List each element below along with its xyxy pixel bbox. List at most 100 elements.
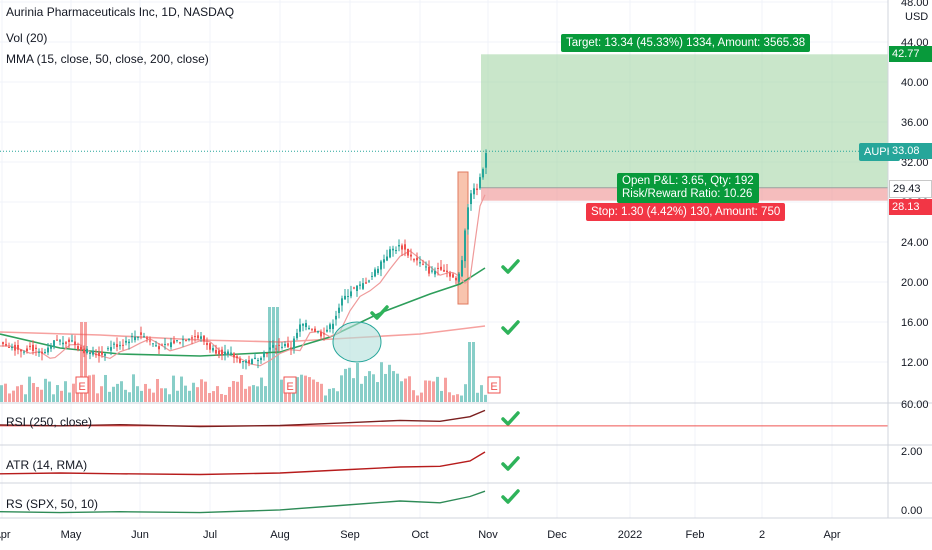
price-tick-label: 12.00 [901,357,929,369]
volume-bar [220,394,223,402]
candle-body [455,277,457,281]
volume-bar [92,374,95,402]
candle-body [137,336,139,338]
candle-body [17,345,19,350]
candle-body [113,343,115,345]
candle-body [275,348,277,350]
candle-body [5,344,7,346]
candle-body [188,338,190,340]
volume-bar [24,394,27,402]
price-candles[interactable] [2,149,487,370]
volume-bar [216,386,219,402]
risk-reward-text: Risk/Reward Ratio: 10.26 [622,188,753,200]
candle-body [482,169,484,178]
volume-bar [260,377,263,402]
rsi-pane-label[interactable]: RSI (250, close) [6,415,93,429]
breakout-highlight [457,171,469,305]
atr-tick-label: 2.00 [901,446,922,458]
volume-bar [88,375,91,402]
volume-bar [4,383,7,402]
check-icon [501,411,520,426]
volume-bar [356,362,359,402]
candle-body [338,307,340,314]
candle-body [278,344,280,346]
candle-body [260,357,262,360]
target-label[interactable]: Target: 13.34 (45.33%) 1334, Amount: 356… [561,34,811,52]
candle-body [14,344,16,351]
candle-body [323,333,325,335]
candle-body [242,361,244,363]
volume-indicator-label[interactable]: Vol (20) [6,31,48,45]
volume-bar [472,342,475,402]
volume-bar [248,386,251,402]
volume-bar [484,394,487,402]
price-tick-label: 48.00 [901,0,929,9]
mma-indicator-label[interactable]: MMA (15, close, 50, close, 200, close) [6,52,209,66]
volume-bar [280,379,283,402]
volume-bar [124,389,127,402]
volume-bar [68,392,71,402]
volume-bar [428,380,431,402]
candle-body [332,323,334,330]
candle-body [26,348,28,352]
candle-body [266,352,268,354]
volume-bar [48,381,51,402]
volume-bar [228,386,231,402]
candle-body [116,344,118,348]
volume-bar [208,393,211,402]
candle-body [470,193,472,205]
open-pl-label[interactable]: Open P&L: 3.65, Qty: 192 Risk/Reward Rat… [617,173,759,203]
target-zone [481,54,888,188]
candle-body [440,266,442,270]
volume-bar [288,390,291,402]
stop-label[interactable]: Stop: 1.30 (4.42%) 130, Amount: 750 [586,203,786,221]
volume-bar [372,374,375,402]
currency-label: USD [905,11,928,23]
candle-body [386,256,388,261]
candle-body [419,262,421,264]
candle-body [479,177,481,189]
candle-body [89,352,91,355]
candle-body [95,354,97,356]
candle-body [320,331,322,337]
volume-bar [72,383,75,402]
candle-body [98,352,100,357]
volume-bar [476,392,479,402]
candle-body [335,315,337,320]
volume-bar [232,381,235,402]
volume-bar [360,383,363,402]
candle-body [437,267,439,269]
candle-body [77,346,79,350]
candle-body [314,328,316,332]
candle-body [287,343,289,348]
candle-body [41,351,43,354]
candle-body [29,345,31,348]
volume-bar [348,367,351,402]
candle-body [290,347,292,349]
volume-bar [28,376,31,402]
chart-title[interactable]: Aurinia Pharmaceuticals Inc, 1D, NASDAQ [6,5,235,19]
candle-body [329,324,331,330]
volume-bar [16,386,19,402]
volume-bar [256,386,259,402]
atr-pane-label[interactable]: ATR (14, RMA) [6,458,88,472]
candle-body [476,188,478,191]
candle-body [359,284,361,286]
price-tick-label: 32.00 [901,157,929,169]
entry-price-tag: 29.43 [889,180,932,198]
time-tick-label: Dec [547,529,567,541]
volume-bar [464,384,467,402]
rs-pane-label[interactable]: RS (SPX, 50, 10) [6,497,99,511]
volume-bar [120,381,123,402]
candle-body [164,343,166,345]
candle-body [2,342,4,345]
candle-body [389,249,391,258]
volume-bar [36,386,39,402]
candle-body [296,332,298,339]
candle-body [311,329,313,331]
candle-body [152,343,154,345]
candle-body [464,230,466,262]
candle-body [413,259,415,261]
check-icon [501,489,520,504]
